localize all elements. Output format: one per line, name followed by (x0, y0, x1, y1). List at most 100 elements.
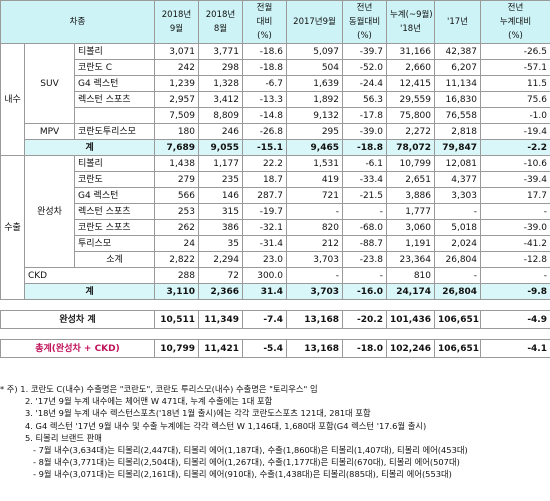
subcategory-mpv: MPV (24, 123, 75, 140)
value-cell: 1,328 (198, 75, 243, 92)
value-cell: -23.8 (342, 251, 387, 268)
value-cell: 1,191 (386, 235, 435, 252)
value-cell: 7,689 (154, 139, 199, 156)
value-cell: 3,703 (286, 283, 343, 300)
value-cell: 12,081 (434, 155, 481, 172)
value-cell: 26,804 (434, 283, 481, 300)
value-cell: -15.1 (242, 139, 287, 156)
sales-table: 차종 2018년 9월 2018년 8월 전월 대비 (%) 2017년9월 전년 동월대… (0, 0, 550, 358)
table-row: 투리스모 24 35 -31.4 212 -88.7 1,191 2,024 -41.2 (1, 235, 550, 252)
value-cell: 279 (154, 171, 199, 188)
value-cell: 106,651 (434, 339, 481, 358)
value-cell: 2,822 (154, 251, 199, 268)
value-cell: - (480, 203, 550, 220)
value-cell: -19.7 (242, 203, 287, 220)
value-cell: 2,818 (434, 123, 481, 140)
grand-total-row: 총계(완성차 + CKD) 10,799 11,421 -5.4 13,168 -18.… (0, 339, 550, 358)
footnote: - 9월 내수(3,071대)는 티볼리(2,161대), 티볼리 에어(910… (33, 469, 452, 480)
value-cell: 1,777 (386, 203, 435, 220)
table-row: MPV 코란도투리스모 180 246 -26.8 295 -39.0 2,272 2,81… (1, 123, 550, 140)
footnotes: * 주) 1. 코란도 C(내수) 수출명은 "코란도", 코란도 투리스모(내… (0, 383, 550, 481)
value-cell: 298 (198, 59, 243, 76)
value-cell: -52.0 (342, 59, 387, 76)
value-cell: -41.2 (480, 235, 550, 252)
value-cell: 18.7 (242, 171, 287, 188)
value-cell: 17.7 (480, 187, 550, 204)
value-cell: 24 (154, 235, 199, 252)
category-export: 수출 (0, 155, 25, 300)
value-cell: 721 (286, 187, 343, 204)
value-cell: -57.1 (480, 59, 550, 76)
model-name: 티볼리 (74, 155, 155, 172)
value-cell: -9.8 (480, 283, 550, 300)
value-cell: - (434, 267, 481, 284)
value-cell: 76,558 (434, 107, 481, 124)
value-cell: 22.2 (242, 155, 287, 172)
value-cell: 1,531 (286, 155, 343, 172)
value-cell: -13.3 (242, 91, 287, 108)
value-cell: 3,303 (434, 187, 481, 204)
value-cell: 146 (198, 187, 243, 204)
value-cell: -17.8 (342, 107, 387, 124)
header-sep17: 2017년9월 (286, 0, 343, 44)
table-row: G4 렉스턴 566 146 287.7 721 -21.5 3,886 3,303 17.7 (1, 187, 550, 204)
header-cum17: '17년 (434, 0, 481, 44)
value-cell: 253 (154, 203, 199, 220)
value-cell: 10,799 (386, 155, 435, 172)
value-cell: -18.0 (342, 339, 387, 358)
model-name: 코란도 (74, 171, 155, 188)
subcategory-suv: SUV (24, 43, 75, 124)
value-cell: 2,651 (386, 171, 435, 188)
value-cell: 504 (286, 59, 343, 76)
value-cell: 26,804 (434, 251, 481, 268)
footnote: 5. 티볼리 브랜드 판매 (25, 432, 102, 443)
value-cell: -18.6 (242, 43, 287, 60)
value-cell: 246 (198, 123, 243, 140)
value-cell: -39.7 (342, 43, 387, 60)
value-cell: 810 (386, 267, 435, 284)
value-cell: -7.4 (242, 310, 287, 329)
value-cell: 4,377 (434, 171, 481, 188)
value-cell: 10,799 (154, 339, 199, 358)
value-cell: -32.1 (242, 219, 287, 236)
value-cell: -26.5 (480, 43, 550, 60)
value-cell: 2,957 (154, 91, 199, 108)
value-cell: 288 (154, 267, 199, 284)
table-row-ckd: CKD 288 72 300.0- -810- - (1, 267, 550, 284)
table-row: 내수 SUV 티볼리 3,071 3,771 -18.6 5,097 -39.7 31,1… (0, 43, 550, 156)
value-cell: - (286, 203, 343, 220)
value-cell: -18.8 (242, 59, 287, 76)
value-cell: 3,703 (286, 251, 343, 268)
model-name: 코란도투리스모 (74, 123, 155, 140)
spacer-row (0, 299, 550, 311)
table-row: 코란도 스포츠 262 386 -32.1 820 -68.0 3,060 5,018 -39… (1, 219, 550, 236)
model-name: 투리스모 (74, 235, 155, 252)
value-cell: - (342, 267, 387, 284)
value-cell: -39.0 (342, 123, 387, 140)
value-cell: 13,168 (286, 310, 343, 329)
value-cell: 242 (154, 59, 199, 76)
table-row: 수출 완성차 티볼리 1,438 1,177 22.2 1,531 -6.1 10,799… (0, 155, 550, 300)
value-cell: -4.9 (480, 310, 550, 329)
value-cell: 386 (198, 219, 243, 236)
value-cell: 1,639 (286, 75, 343, 92)
domestic-total-row: 계 7,689 9,055 -15.1 9,465 -18.8 78,072 79,847-… (1, 139, 550, 156)
value-cell: 287.7 (242, 187, 287, 204)
value-cell: 31.4 (242, 283, 287, 300)
value-cell: - (286, 267, 343, 284)
value-cell: -16.0 (342, 283, 387, 300)
value-cell: 2,294 (198, 251, 243, 268)
value-cell: -20.2 (342, 310, 387, 329)
value-cell: 75.6 (480, 91, 550, 108)
value-cell: -1.0 (480, 107, 550, 124)
value-cell: 79,847 (434, 139, 481, 156)
value-cell: -88.7 (342, 235, 387, 252)
value-cell: 10,511 (154, 310, 199, 329)
value-cell: 13,168 (286, 339, 343, 358)
value-cell: 23,364 (386, 251, 435, 268)
value-cell: -14.8 (242, 107, 287, 124)
value-cell: - (342, 203, 387, 220)
value-cell: 29,559 (386, 91, 435, 108)
value-cell: 262 (154, 219, 199, 236)
subcategory-finished: 완성차 (24, 155, 75, 268)
